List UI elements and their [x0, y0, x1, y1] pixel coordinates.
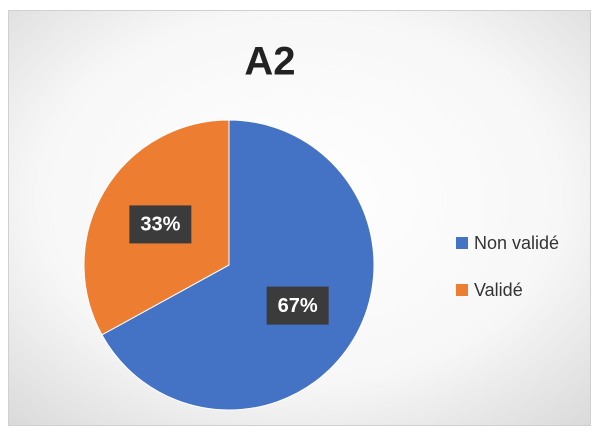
- data-label-box: [129, 205, 192, 244]
- data-labels: 67% 33%: [129, 205, 329, 325]
- data-label: 67%: [278, 295, 318, 317]
- chart-title: A2: [244, 40, 295, 84]
- data-label: 33%: [140, 214, 180, 236]
- legend-label: Validé: [474, 280, 523, 300]
- pie: [83, 119, 375, 411]
- legend-swatch: [456, 237, 468, 249]
- pie-slice: [101, 119, 375, 411]
- legend: Non validé Validé: [456, 233, 559, 300]
- data-label-box: [266, 286, 329, 325]
- legend-swatch: [456, 284, 468, 296]
- legend-label: Non validé: [474, 233, 559, 253]
